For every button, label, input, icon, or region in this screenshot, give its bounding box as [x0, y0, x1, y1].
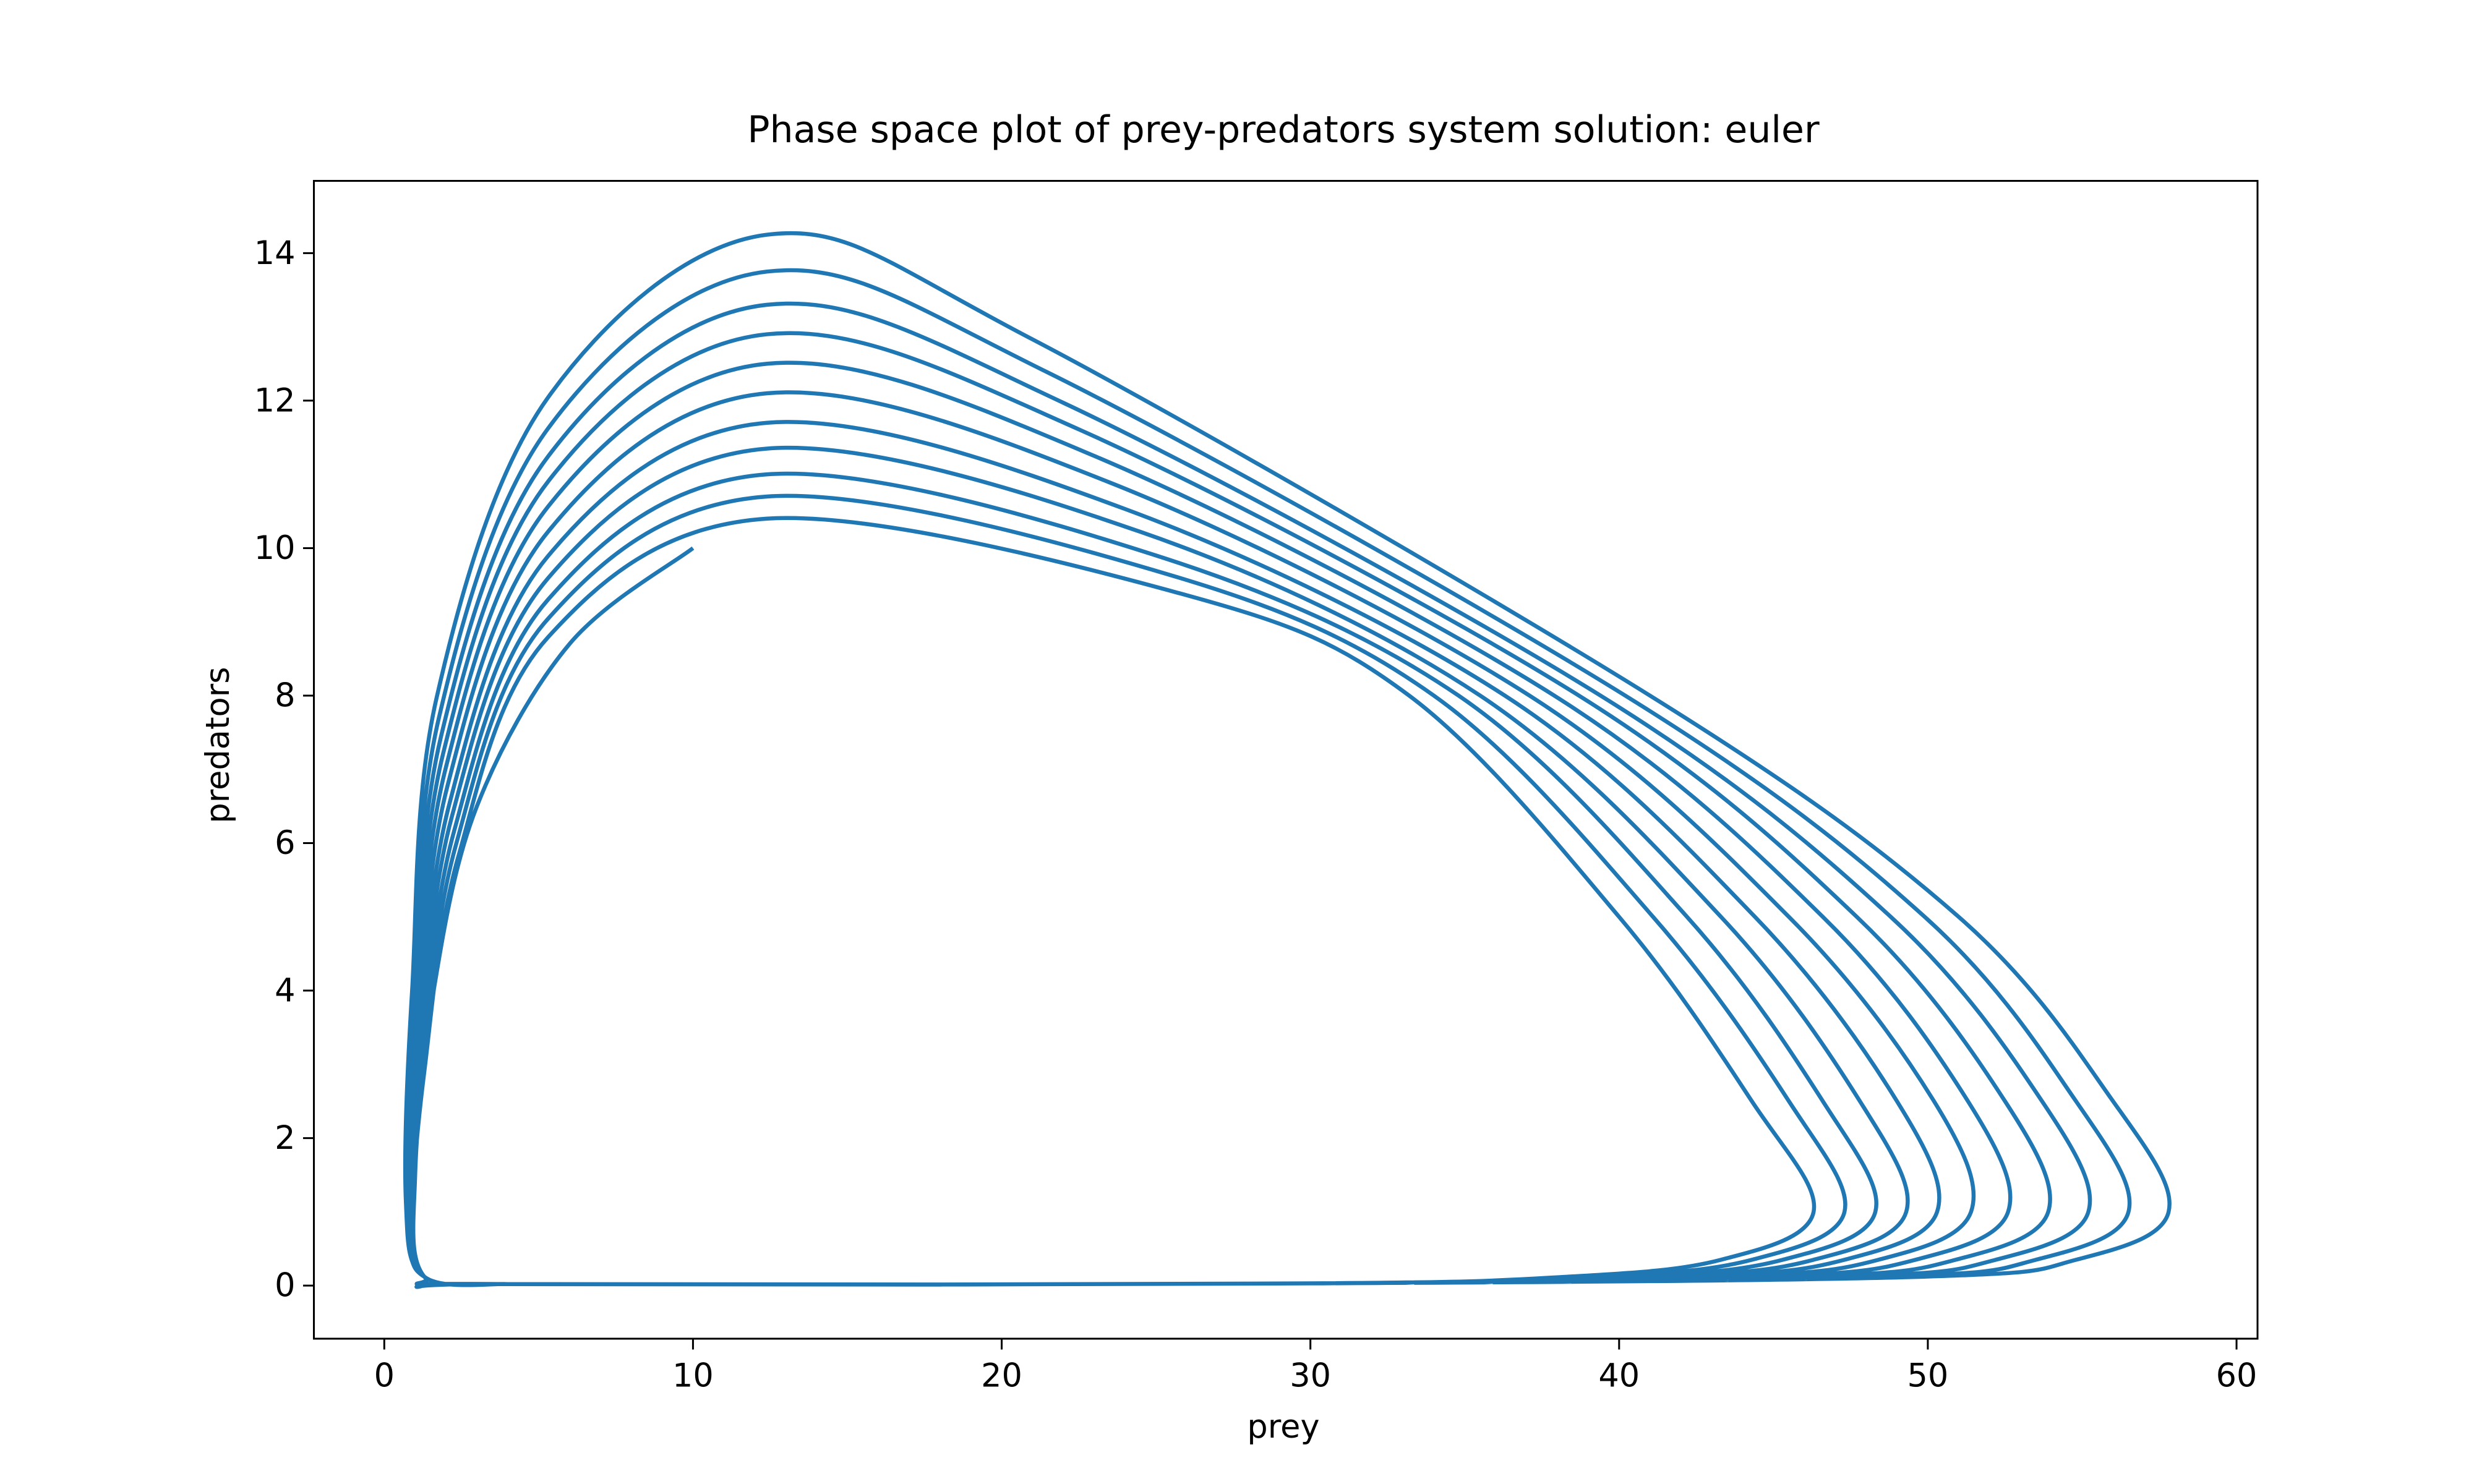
x-tick-label: 60 [2216, 1357, 2258, 1395]
x-tick-label: 30 [1290, 1357, 1331, 1395]
y-tick-label: 4 [275, 972, 295, 1010]
chart-title: Phase space plot of prey-predators syste… [747, 108, 1820, 151]
x-tick-label: 0 [374, 1357, 395, 1395]
y-tick-label: 10 [254, 529, 296, 567]
y-axis-label: predators [199, 667, 237, 823]
x-tick-label: 50 [1907, 1357, 1949, 1395]
plot-frame [313, 180, 2259, 1340]
x-axis-label: prey [1247, 1408, 1319, 1446]
y-tick-label: 6 [275, 824, 295, 862]
x-tick-label: 20 [981, 1357, 1022, 1395]
y-tick-label: 0 [275, 1267, 295, 1305]
trajectory [403, 231, 2172, 1289]
x-tick-label: 10 [672, 1357, 714, 1395]
y-tick-label: 14 [254, 234, 296, 272]
x-tick-label: 40 [1598, 1357, 1640, 1395]
y-tick-label: 12 [254, 382, 296, 419]
y-tick-label: 8 [275, 676, 295, 714]
y-tick-label: 2 [275, 1119, 295, 1157]
